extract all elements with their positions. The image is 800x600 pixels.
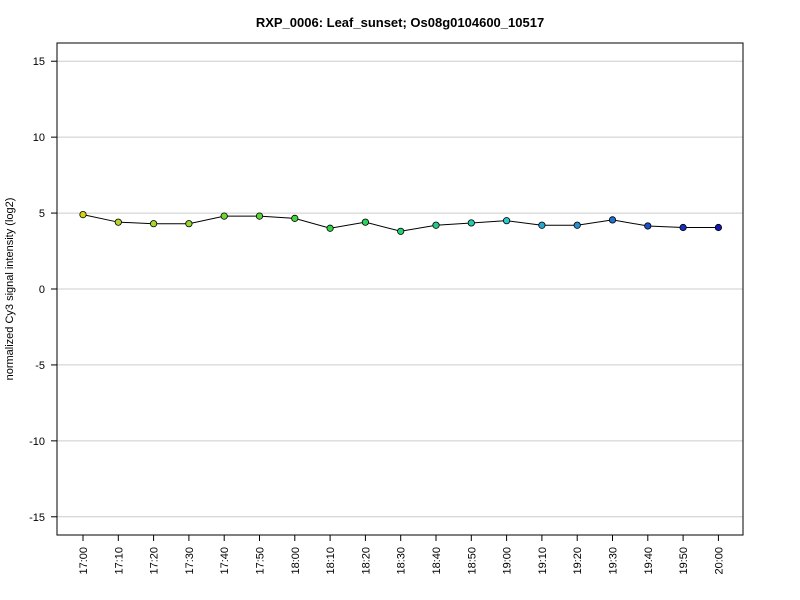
y-tick-label: -15 [29, 512, 45, 524]
x-tick-label: 17:00 [78, 547, 90, 575]
gridlines [57, 60, 743, 518]
x-tick-label: 17:10 [113, 547, 125, 575]
data-point [714, 223, 723, 232]
x-tick-label: 19:20 [572, 547, 584, 575]
y-tick-label: -5 [35, 360, 45, 372]
y-tick-label: 10 [33, 132, 45, 144]
x-tick-label: 18:00 [290, 547, 302, 575]
data-point [679, 223, 687, 232]
x-tick-label: 19:40 [643, 547, 655, 575]
data-point [255, 212, 264, 220]
chart-title: RXP_0006: Leaf_sunset; Os08g0104600_1051… [256, 15, 544, 30]
x-tick-label: 20:00 [713, 547, 725, 575]
y-tick-label: 0 [39, 284, 45, 296]
x-tick-label: 18:30 [396, 547, 408, 575]
y-axis: -15 -10 -5 0 5 10 15 [29, 56, 57, 524]
y-tick-label: -10 [29, 436, 45, 448]
data-point [573, 221, 581, 229]
data-point [538, 221, 546, 229]
data-point [397, 227, 405, 235]
x-tick-label: 18:20 [360, 547, 372, 575]
x-tick-label: 17:20 [149, 547, 161, 575]
data-point [432, 221, 440, 229]
data-point [467, 219, 475, 227]
x-tick-label: 17:50 [255, 547, 267, 575]
x-tick-label: 18:10 [325, 547, 337, 575]
data-point [326, 224, 334, 232]
y-axis-label: normalized Cy3 signal intensity (log2) [4, 198, 16, 381]
x-tick-label: 17:30 [184, 547, 196, 575]
y-tick-label: 5 [39, 208, 45, 220]
y-tick-label: 15 [33, 56, 45, 68]
data-point [150, 220, 158, 228]
data-point [185, 220, 193, 228]
x-tick-label: 19:00 [502, 547, 514, 575]
series [79, 210, 723, 235]
x-axis: 17:00 17:10 17:20 17:30 17:40 17:50 18:00 18:10… [78, 535, 725, 575]
data-point [502, 217, 511, 225]
data-point [291, 214, 299, 222]
data-point [220, 212, 228, 220]
x-tick-label: 18:40 [431, 547, 443, 575]
x-tick-label: 19:10 [537, 547, 549, 575]
x-tick-label: 19:50 [678, 547, 690, 575]
data-point [608, 216, 617, 224]
x-tick-label: 17:40 [219, 547, 231, 575]
data-point [114, 218, 122, 226]
data-point [79, 210, 87, 219]
x-tick-label: 19:30 [608, 547, 620, 575]
data-point [361, 218, 369, 226]
data-point [644, 222, 652, 230]
x-tick-label: 18:50 [466, 547, 478, 575]
